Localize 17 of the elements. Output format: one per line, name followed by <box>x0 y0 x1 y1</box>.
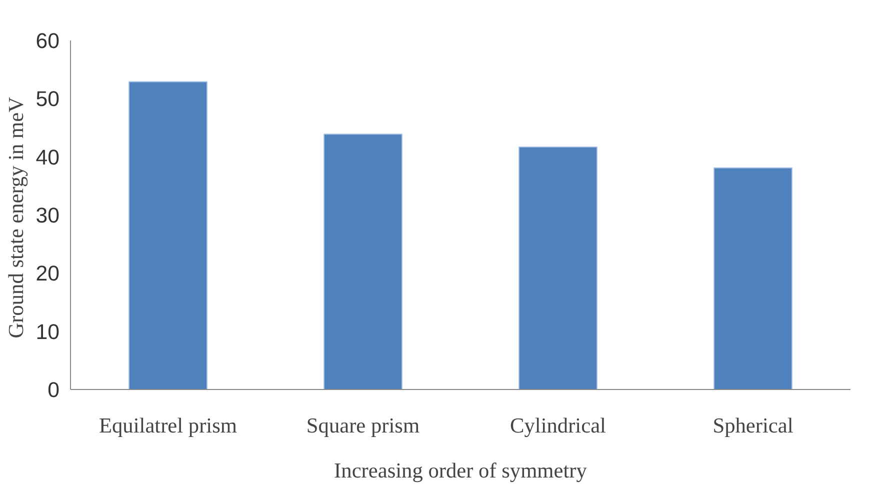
y-tick-label: 20 <box>36 262 60 286</box>
y-tick-label: 40 <box>36 145 60 170</box>
x-axis-title: Increasing order of symmetry <box>334 458 588 482</box>
x-tick-label: Spherical <box>712 414 794 438</box>
bar <box>518 146 598 390</box>
y-tick-label: 60 <box>36 29 60 53</box>
x-tick-label: Square prism <box>306 414 420 438</box>
y-tick-label: 0 <box>48 378 60 402</box>
y-tick-label: 50 <box>36 87 60 112</box>
bar <box>324 134 402 390</box>
bar <box>714 167 792 390</box>
x-tick-label: Cylindrical <box>510 414 606 438</box>
x-tick-label: Equilatrel prism <box>98 414 238 438</box>
y-axis-title: Ground state energy in meV <box>4 96 28 338</box>
y-tick-label: 10 <box>36 320 60 344</box>
bar <box>128 81 208 390</box>
y-tick-label: 30 <box>36 204 60 228</box>
